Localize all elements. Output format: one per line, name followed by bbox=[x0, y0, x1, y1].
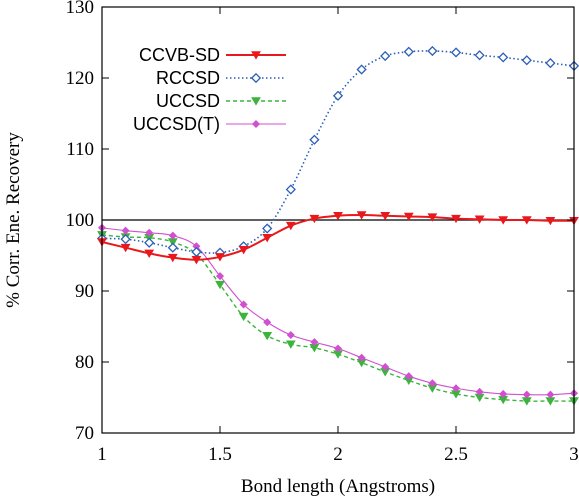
data-point-ccvb-sd bbox=[309, 214, 320, 224]
data-point-uccsd-t bbox=[121, 226, 130, 235]
data-point-uccsd-t bbox=[404, 372, 413, 381]
legend-item-uccsd: UCCSD bbox=[156, 91, 286, 111]
data-point-rccsd bbox=[545, 57, 556, 69]
data-point-ccvb-sd bbox=[144, 249, 155, 258]
data-point-rccsd bbox=[356, 64, 367, 75]
data-point-uccsd bbox=[262, 331, 273, 341]
legend-item-rccsd: RCCSD bbox=[156, 68, 286, 88]
legend-marker bbox=[251, 119, 261, 129]
data-point-uccsd-t bbox=[381, 362, 390, 371]
data-point-ccvb-sd bbox=[262, 233, 273, 243]
axis-ticks: 1 1.5 2 2.5 3 70 80 90 100 110 120 130 bbox=[66, 0, 579, 465]
data-point-uccsd-t bbox=[286, 330, 295, 340]
data-point-uccsd-t bbox=[357, 353, 366, 362]
series-line-uccsd-t bbox=[101, 227, 575, 396]
data-point-ccvb-sd bbox=[333, 211, 343, 221]
series-uccsd-t bbox=[97, 223, 579, 399]
legend-label: RCCSD bbox=[156, 68, 220, 88]
data-point-ccvb-sd bbox=[120, 243, 131, 253]
y-tick-label: 100 bbox=[66, 210, 95, 231]
y-tick-label: 130 bbox=[66, 0, 95, 18]
data-point-rccsd bbox=[403, 46, 414, 57]
x-tick-label: 2.5 bbox=[444, 444, 468, 465]
data-point-ccvb-sd bbox=[191, 255, 202, 265]
series-ccvb-sd bbox=[97, 211, 579, 265]
data-point-uccsd-t bbox=[546, 390, 555, 399]
data-point-uccsd bbox=[545, 397, 556, 406]
data-point-ccvb-sd bbox=[380, 211, 391, 221]
x-tick-label: 1 bbox=[97, 444, 107, 465]
legend: CCVB-SD RCCSD UCCSD UCCSD(T) bbox=[133, 45, 286, 134]
data-point-rccsd bbox=[427, 45, 438, 57]
legend-item-ccvb-sd: CCVB-SD bbox=[139, 45, 286, 65]
data-point-rccsd bbox=[167, 242, 178, 253]
data-point-rccsd bbox=[309, 134, 320, 145]
x-tick-label: 1.5 bbox=[208, 444, 232, 465]
data-point-rccsd bbox=[144, 237, 155, 248]
legend-marker bbox=[251, 97, 261, 106]
y-tick-label: 70 bbox=[75, 423, 94, 444]
legend-marker bbox=[250, 72, 262, 84]
data-point-ccvb-sd bbox=[545, 216, 556, 226]
plot-content bbox=[96, 45, 579, 406]
data-point-uccsd-t bbox=[499, 389, 508, 398]
x-tick-label: 2 bbox=[333, 444, 343, 465]
data-point-rccsd bbox=[120, 234, 131, 245]
data-point-uccsd-t bbox=[451, 384, 461, 393]
data-point-rccsd bbox=[474, 50, 485, 61]
data-point-rccsd bbox=[380, 50, 391, 62]
data-point-ccvb-sd bbox=[451, 214, 461, 224]
data-point-uccsd bbox=[238, 312, 249, 322]
data-point-ccvb-sd bbox=[427, 213, 438, 222]
data-point-rccsd bbox=[285, 184, 296, 195]
data-point-rccsd bbox=[498, 52, 509, 63]
data-point-uccsd bbox=[215, 280, 225, 290]
data-point-ccvb-sd bbox=[356, 211, 367, 220]
data-point-ccvb-sd bbox=[474, 215, 485, 224]
y-tick-label: 90 bbox=[75, 281, 94, 302]
legend-marker bbox=[251, 51, 261, 60]
data-point-ccvb-sd bbox=[285, 221, 296, 231]
data-point-uccsd-t bbox=[310, 338, 319, 347]
data-point-rccsd bbox=[262, 223, 273, 234]
data-point-uccsd-t bbox=[145, 228, 154, 237]
data-point-uccsd bbox=[285, 340, 296, 349]
data-point-rccsd bbox=[450, 47, 462, 58]
data-point-rccsd bbox=[521, 55, 532, 66]
data-point-uccsd-t bbox=[215, 272, 225, 281]
legend-item-uccsd-t: UCCSD(T) bbox=[133, 114, 286, 134]
data-point-uccsd-t bbox=[522, 390, 531, 399]
y-axis-label: % Corr. Ene. Recovery bbox=[3, 132, 24, 308]
y-tick-label: 80 bbox=[75, 352, 94, 373]
data-point-uccsd-t bbox=[475, 387, 484, 396]
data-point-ccvb-sd bbox=[403, 212, 414, 222]
data-point-ccvb-sd bbox=[498, 216, 509, 225]
data-point-ccvb-sd bbox=[238, 246, 249, 255]
data-point-ccvb-sd bbox=[167, 253, 178, 263]
data-point-uccsd-t bbox=[428, 379, 437, 388]
data-point-rccsd bbox=[332, 90, 344, 101]
data-point-uccsd-t bbox=[168, 231, 177, 240]
y-tick-label: 110 bbox=[66, 139, 94, 160]
data-point-uccsd-t bbox=[333, 344, 343, 353]
x-tick-label: 3 bbox=[569, 444, 579, 465]
data-point-ccvb-sd bbox=[215, 253, 225, 262]
legend-label: CCVB-SD bbox=[139, 45, 220, 65]
data-point-uccsd-t bbox=[239, 300, 248, 309]
data-point-ccvb-sd bbox=[521, 216, 532, 225]
data-point-uccsd-t bbox=[263, 318, 272, 327]
legend-label: UCCSD bbox=[156, 91, 220, 111]
x-axis-label: Bond length (Angstroms) bbox=[241, 476, 435, 497]
y-tick-label: 120 bbox=[66, 68, 95, 89]
legend-label: UCCSD(T) bbox=[133, 114, 220, 134]
